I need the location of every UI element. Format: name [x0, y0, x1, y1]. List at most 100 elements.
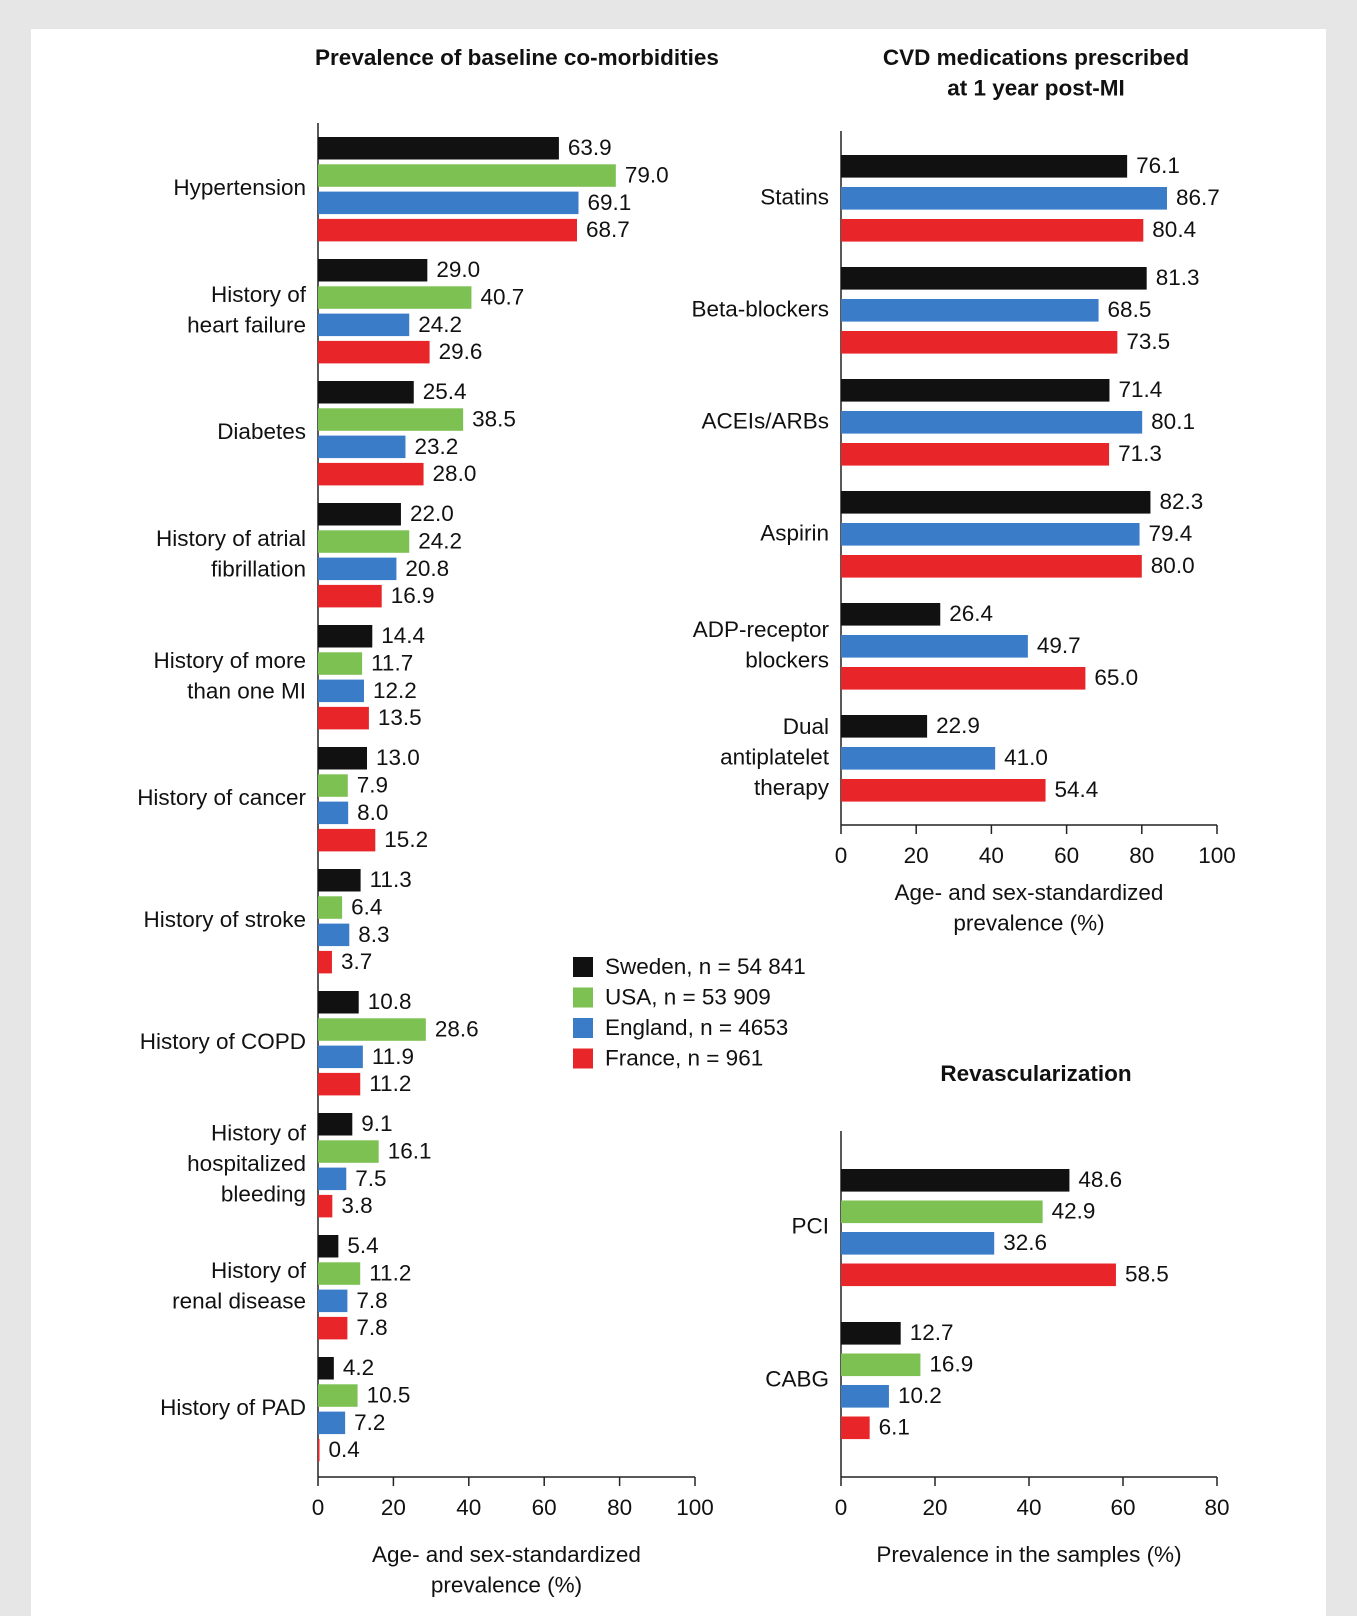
category-label: Statins	[760, 184, 829, 209]
value-label: 32.6	[1003, 1230, 1047, 1255]
value-label: 80.4	[1152, 217, 1196, 242]
value-label: 41.0	[1004, 745, 1048, 770]
value-label: 48.6	[1078, 1167, 1122, 1192]
bar	[841, 299, 1099, 322]
value-label: 3.7	[341, 949, 372, 974]
value-label: 12.7	[910, 1320, 954, 1345]
value-label: 29.6	[439, 339, 483, 364]
x-tick-label: 0	[835, 1495, 848, 1520]
category-label: History of COPD	[140, 1029, 306, 1054]
value-label: 28.0	[433, 461, 477, 486]
bar	[318, 869, 361, 892]
value-label: 16.1	[388, 1138, 432, 1163]
bar	[318, 679, 364, 703]
x-tick-label: 40	[979, 843, 1004, 868]
bar	[318, 747, 368, 770]
bar	[318, 557, 397, 581]
value-label: 29.0	[436, 257, 480, 282]
category-label: Beta-blockers	[691, 296, 829, 321]
value-label: 7.5	[355, 1166, 386, 1191]
category-label: ADP-receptor blockers	[693, 617, 830, 673]
value-label: 14.4	[381, 623, 425, 648]
bar	[318, 503, 401, 526]
value-label: 0.4	[329, 1437, 360, 1462]
value-label: 71.4	[1118, 377, 1162, 402]
value-label: 11.2	[369, 1071, 411, 1096]
value-label: 5.4	[347, 1233, 378, 1258]
value-label: 79.4	[1149, 521, 1193, 546]
x-tick-label: 40	[456, 1495, 481, 1520]
bar	[318, 191, 579, 215]
bar	[841, 635, 1028, 658]
bar	[318, 381, 414, 404]
bar	[318, 286, 472, 309]
bar	[841, 1416, 870, 1440]
bar	[841, 1353, 921, 1377]
bar	[318, 1384, 358, 1407]
x-tick-label: 60	[532, 1495, 557, 1520]
legend-label: USA, n = 53 909	[605, 984, 771, 1009]
bar	[318, 625, 373, 648]
category-label: Diabetes	[217, 419, 306, 444]
value-label: 80.1	[1151, 409, 1195, 434]
category-label: Aspirin	[760, 520, 829, 545]
category-label: History of hospitalized bleeding	[187, 1121, 307, 1207]
value-label: 13.5	[378, 705, 422, 730]
bar	[318, 1140, 379, 1163]
value-label: 8.0	[357, 800, 388, 825]
value-label: 68.7	[586, 217, 630, 242]
value-label: 10.8	[368, 989, 412, 1014]
value-label: 4.2	[343, 1355, 374, 1380]
legend-swatch	[573, 957, 593, 977]
bar	[841, 715, 928, 738]
value-label: 24.2	[418, 528, 462, 553]
bar	[318, 462, 424, 486]
value-label: 86.7	[1176, 185, 1220, 210]
value-label: 12.2	[373, 678, 417, 703]
value-label: 73.5	[1126, 329, 1170, 354]
category-label: History of more than one MI	[153, 648, 306, 704]
category-label: History of cancer	[137, 785, 306, 810]
value-label: 7.2	[354, 1410, 385, 1435]
x-tick-label: 80	[1204, 1495, 1229, 1520]
bar	[841, 555, 1142, 578]
bar	[318, 1411, 346, 1435]
bar	[318, 1018, 426, 1041]
value-label: 81.3	[1156, 265, 1200, 290]
x-tick-label: 40	[1016, 1495, 1041, 1520]
bar	[318, 164, 616, 187]
bar	[841, 267, 1147, 290]
bar	[841, 155, 1128, 178]
bar	[318, 774, 348, 797]
value-label: 8.3	[358, 922, 389, 947]
bar	[318, 706, 369, 730]
value-label: 9.1	[361, 1111, 392, 1136]
x-tick-label: 0	[312, 1495, 325, 1520]
bar	[318, 923, 350, 947]
bar	[841, 379, 1110, 402]
bar	[318, 1289, 348, 1313]
bar	[841, 219, 1144, 242]
x-axis-label: Prevalence in the samples (%)	[876, 1542, 1181, 1567]
bar	[841, 411, 1143, 434]
legend-label: Sweden, n = 54 841	[605, 954, 806, 979]
bar	[318, 530, 410, 553]
x-tick-label: 20	[904, 843, 929, 868]
legend-label: France, n = 961	[605, 1045, 763, 1070]
bar	[841, 1200, 1043, 1224]
x-tick-label: 0	[835, 843, 848, 868]
bar	[841, 1322, 901, 1345]
value-label: 11.7	[371, 650, 413, 675]
value-label: 11.9	[372, 1044, 414, 1069]
category-label: PCI	[791, 1213, 829, 1238]
bar	[318, 584, 382, 608]
bar	[318, 1167, 347, 1191]
category-label: History of stroke	[143, 907, 306, 932]
bar	[318, 408, 464, 431]
value-label: 28.6	[435, 1016, 479, 1041]
bar	[318, 828, 376, 852]
x-axis-label: Age- and sex-standardized prevalence (%)	[372, 1542, 641, 1598]
bar	[841, 1169, 1070, 1192]
value-label: 71.3	[1118, 441, 1162, 466]
